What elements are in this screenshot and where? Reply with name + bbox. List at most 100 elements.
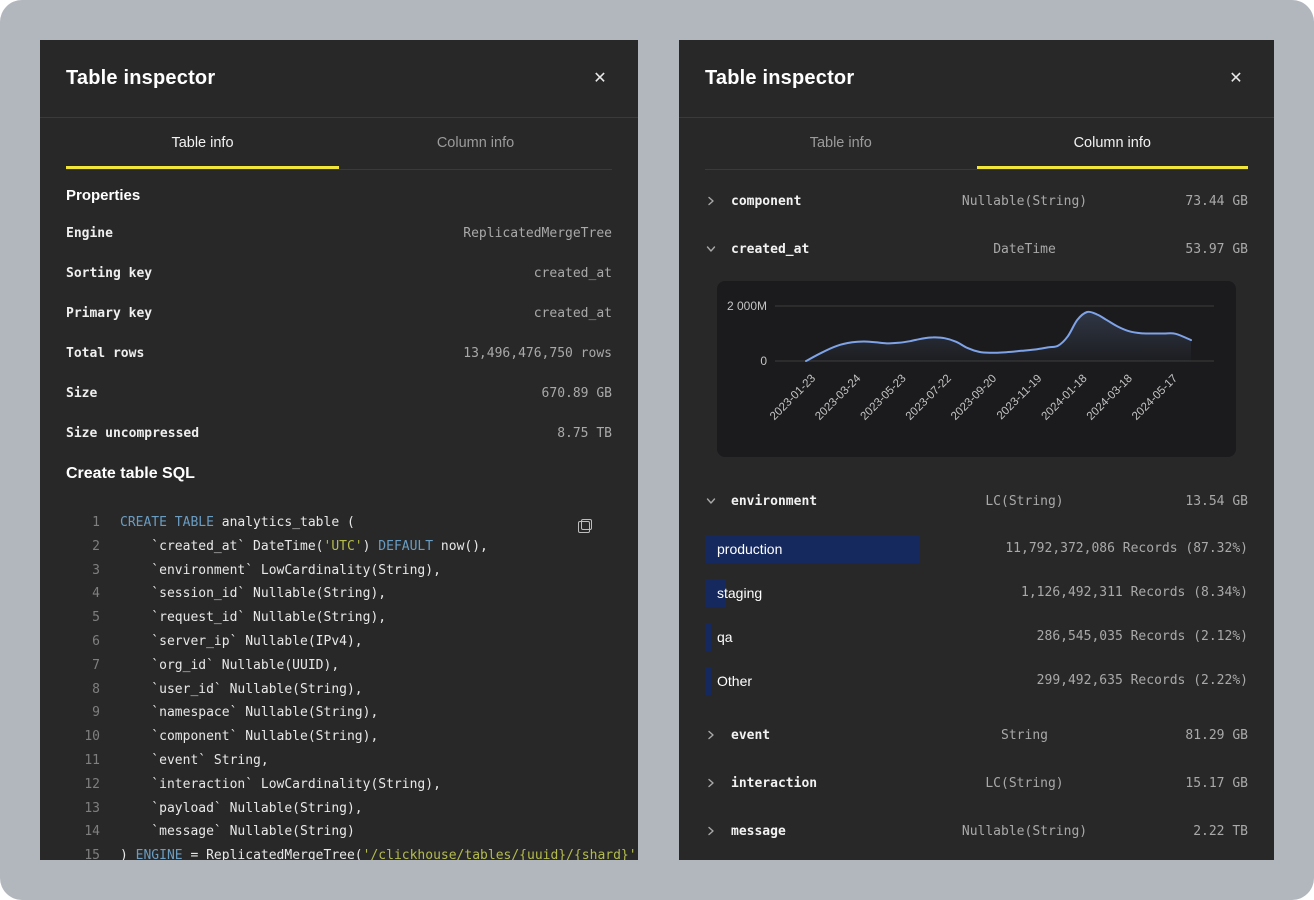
value-records: 286,545,035 Records (2.12%) xyxy=(1037,623,1248,651)
property-row-total-rows: Total rows 13,496,476,750 rows xyxy=(66,333,612,373)
properties-heading: Properties xyxy=(66,187,612,204)
column-type: LC(String) xyxy=(931,494,1118,509)
sql-code: 1CREATE TABLE analytics_table (2 `create… xyxy=(66,511,612,860)
property-label: Size xyxy=(66,386,97,401)
svg-text:2 000M: 2 000M xyxy=(727,299,767,313)
column-size: 15.17 GB xyxy=(1118,776,1248,791)
env-value-row-qa: qa 286,545,035 Records (2.12%) xyxy=(705,615,1248,659)
value-records: 1,126,492,311 Records (8.34%) xyxy=(1021,579,1248,607)
column-name: interaction xyxy=(731,776,931,791)
svg-text:2024-03-18: 2024-03-18 xyxy=(1085,373,1135,423)
modal-header: Table inspector ✕ xyxy=(679,40,1274,118)
column-type: DateTime xyxy=(931,242,1118,257)
svg-text:2024-05-17: 2024-05-17 xyxy=(1130,373,1180,423)
properties-list: Engine ReplicatedMergeTree Sorting key c… xyxy=(66,213,612,453)
property-row-engine: Engine ReplicatedMergeTree xyxy=(66,213,612,253)
column-row-message[interactable]: message Nullable(String) 2.22 TB xyxy=(705,807,1248,855)
env-value-row-staging: staging 1,126,492,311 Records (8.34%) xyxy=(705,571,1248,615)
tab-column-info[interactable]: Column info xyxy=(339,118,612,169)
chevron-down-icon xyxy=(705,243,717,255)
sql-code-block: 1CREATE TABLE analytics_table (2 `create… xyxy=(66,511,612,860)
created-at-area-chart: 2 000M02023-01-232023-03-242023-05-23202… xyxy=(717,281,1228,457)
table-info-content: Properties Engine ReplicatedMergeTree So… xyxy=(40,187,638,860)
chevron-right-icon xyxy=(705,195,717,207)
tab-column-info[interactable]: Column info xyxy=(977,118,1249,169)
close-button[interactable]: ✕ xyxy=(588,67,612,91)
value-label: staging xyxy=(717,579,762,607)
chevron-right-icon xyxy=(705,729,717,741)
column-type: String xyxy=(931,728,1118,743)
created-at-histogram-panel: 2 000M02023-01-232023-03-242023-05-23202… xyxy=(717,281,1236,457)
column-size: 53.97 GB xyxy=(1118,242,1248,257)
column-name: environment xyxy=(731,494,931,509)
svg-text:2023-09-20: 2023-09-20 xyxy=(949,373,999,423)
table-inspector-modal-column-info: Table inspector ✕ Table info Column info… xyxy=(679,40,1274,860)
value-label: Other xyxy=(717,667,752,695)
close-button[interactable]: ✕ xyxy=(1224,67,1248,91)
property-row-size-uncompressed: Size uncompressed 8.75 TB xyxy=(66,413,612,453)
create-table-sql-heading: Create table SQL xyxy=(66,465,612,483)
svg-text:2023-01-23: 2023-01-23 xyxy=(768,373,818,423)
property-value: created_at xyxy=(534,266,612,281)
svg-text:2023-05-23: 2023-05-23 xyxy=(859,373,909,423)
column-row-event[interactable]: event String 81.29 GB xyxy=(705,711,1248,759)
property-value: ReplicatedMergeTree xyxy=(463,226,612,241)
tab-bar: Table info Column info xyxy=(705,118,1248,170)
column-size: 81.29 GB xyxy=(1118,728,1248,743)
column-row-environment[interactable]: environment LC(String) 13.54 GB xyxy=(705,477,1248,525)
column-name: created_at xyxy=(731,242,931,257)
property-row-size: Size 670.89 GB xyxy=(66,373,612,413)
chevron-right-icon xyxy=(705,825,717,837)
column-type: Nullable(String) xyxy=(931,194,1118,209)
svg-text:2023-07-22: 2023-07-22 xyxy=(904,373,954,423)
env-value-row-production: production 11,792,372,086 Records (87.32… xyxy=(705,527,1248,571)
chevron-down-icon xyxy=(705,495,717,507)
column-row-created-at[interactable]: created_at DateTime 53.97 GB xyxy=(705,225,1248,273)
column-size: 13.54 GB xyxy=(1118,494,1248,509)
value-label: production xyxy=(717,535,782,563)
svg-text:2023-03-24: 2023-03-24 xyxy=(813,372,864,423)
property-label: Total rows xyxy=(66,346,144,361)
copy-sql-button[interactable] xyxy=(574,515,596,537)
column-name: component xyxy=(731,194,931,209)
tab-table-info[interactable]: Table info xyxy=(66,118,339,169)
value-records: 299,492,635 Records (2.22%) xyxy=(1037,667,1248,695)
column-row-component[interactable]: component Nullable(String) 73.44 GB xyxy=(705,177,1248,225)
property-value: 13,496,476,750 rows xyxy=(463,346,612,361)
table-inspector-modal-table-info: Table inspector ✕ Table info Column info… xyxy=(40,40,638,860)
modal-header: Table inspector ✕ xyxy=(40,40,638,118)
modal-title: Table inspector xyxy=(705,67,854,90)
property-value: 8.75 TB xyxy=(557,426,612,441)
svg-text:2024-01-18: 2024-01-18 xyxy=(1040,373,1090,423)
property-label: Primary key xyxy=(66,306,152,321)
modal-title: Table inspector xyxy=(66,67,215,90)
svg-text:0: 0 xyxy=(760,354,767,368)
value-label: qa xyxy=(717,623,733,651)
column-name: message xyxy=(731,824,931,839)
column-type: Nullable(String) xyxy=(931,824,1118,839)
value-records: 11,792,372,086 Records (87.32%) xyxy=(1005,535,1248,563)
column-size: 2.22 TB xyxy=(1118,824,1248,839)
tab-bar: Table info Column info xyxy=(66,118,612,170)
property-row-primary-key: Primary key created_at xyxy=(66,293,612,333)
property-label: Engine xyxy=(66,226,113,241)
value-bar xyxy=(705,623,711,651)
env-value-row-other: Other 299,492,635 Records (2.22%) xyxy=(705,659,1248,703)
tab-table-info[interactable]: Table info xyxy=(705,118,977,169)
column-name: event xyxy=(731,728,931,743)
copy-icon xyxy=(578,519,592,533)
column-row-interaction[interactable]: interaction LC(String) 15.17 GB xyxy=(705,759,1248,807)
environment-value-breakdown: production 11,792,372,086 Records (87.32… xyxy=(705,525,1248,711)
page-background: Table inspector ✕ Table info Column info… xyxy=(0,0,1314,900)
column-size: 73.44 GB xyxy=(1118,194,1248,209)
property-value: 670.89 GB xyxy=(542,386,612,401)
svg-text:2023-11-19: 2023-11-19 xyxy=(995,373,1044,422)
value-bar xyxy=(705,667,711,695)
property-value: created_at xyxy=(534,306,612,321)
property-label: Sorting key xyxy=(66,266,152,281)
column-type: LC(String) xyxy=(931,776,1118,791)
column-list: component Nullable(String) 73.44 GB crea… xyxy=(679,170,1274,855)
chevron-right-icon xyxy=(705,777,717,789)
property-row-sorting-key: Sorting key created_at xyxy=(66,253,612,293)
property-label: Size uncompressed xyxy=(66,426,199,441)
